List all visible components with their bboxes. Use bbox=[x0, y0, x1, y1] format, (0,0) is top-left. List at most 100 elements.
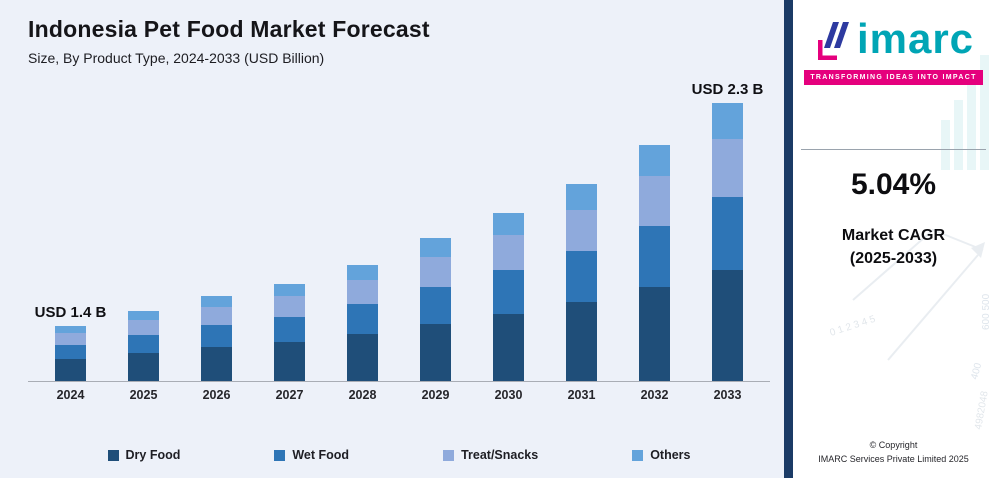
stacked-bar-2033 bbox=[712, 103, 743, 381]
bar-segment bbox=[55, 344, 86, 359]
svg-text:4982048: 4982048 bbox=[973, 390, 991, 431]
imarc-logo-icon bbox=[817, 22, 849, 60]
bar-segment bbox=[347, 334, 378, 381]
bar-segment bbox=[712, 139, 743, 198]
svg-text:400: 400 bbox=[969, 361, 984, 380]
bar-segment bbox=[420, 287, 451, 324]
sidebar: 600 500 400 0 1 2 3 4 5 4982048 imarc TR… bbox=[793, 0, 994, 478]
bar-segment bbox=[128, 311, 159, 321]
legend-label: Dry Food bbox=[125, 448, 181, 462]
bar-segment bbox=[639, 145, 670, 177]
bar-segment bbox=[566, 184, 597, 210]
bar-cell bbox=[618, 70, 691, 381]
bar-cell bbox=[107, 70, 180, 381]
imarc-logo: imarc bbox=[813, 16, 974, 62]
bar-segment bbox=[566, 210, 597, 251]
bar-segment bbox=[201, 347, 232, 381]
svg-text:0 1 2 3 4 5: 0 1 2 3 4 5 bbox=[829, 314, 878, 339]
stacked-bar-2027 bbox=[274, 284, 305, 381]
stacked-bar-2032 bbox=[639, 145, 670, 381]
chart-panel: Indonesia Pet Food Market Forecast Size,… bbox=[28, 16, 770, 462]
bar-segment bbox=[712, 269, 743, 381]
bar-cell bbox=[399, 70, 472, 381]
bar-segment bbox=[347, 303, 378, 335]
cagr-value: 5.04% bbox=[850, 168, 937, 201]
bar-cell bbox=[180, 70, 253, 381]
x-axis-labels: 2024 2025 2026 2027 2028 2029 2030 2031 2032 2033 bbox=[28, 388, 770, 402]
x-axis-label: 2026 bbox=[202, 388, 231, 402]
bar-segment bbox=[493, 234, 524, 271]
legend-swatch bbox=[274, 449, 286, 461]
bar-segment bbox=[201, 325, 232, 348]
bar-segment bbox=[201, 307, 232, 326]
bar-segment bbox=[566, 251, 597, 302]
annotation-end-value: USD 2.3 B bbox=[691, 81, 764, 98]
legend-swatch bbox=[107, 449, 119, 461]
bar-cell bbox=[326, 70, 399, 381]
x-axis-label: 2032 bbox=[640, 388, 669, 402]
divider-strip bbox=[784, 0, 793, 478]
bar-segment bbox=[128, 352, 159, 381]
bar-segment bbox=[274, 296, 305, 317]
stacked-bar-2030 bbox=[493, 213, 524, 381]
bar-cell: USD 1.4 B bbox=[34, 70, 107, 381]
svg-text:600 500: 600 500 bbox=[981, 293, 992, 330]
x-axis-label: 2031 bbox=[567, 388, 596, 402]
bar-segment bbox=[712, 197, 743, 270]
bar-segment bbox=[420, 323, 451, 381]
imarc-logo-text: imarc bbox=[856, 15, 975, 62]
copyright-line2: IMARC Services Private Limited 2025 bbox=[818, 453, 969, 464]
bar-segment bbox=[420, 238, 451, 257]
stacked-bar-2025 bbox=[128, 311, 159, 381]
bar-segment bbox=[201, 296, 232, 308]
bar-cell bbox=[253, 70, 326, 381]
legend-label: Treat/Snacks bbox=[461, 448, 539, 462]
bar-cell: USD 2.3 B bbox=[691, 70, 764, 381]
copyright-line1: © Copyright bbox=[869, 440, 918, 450]
bar-segment bbox=[347, 279, 378, 304]
x-axis-label: 2025 bbox=[129, 388, 158, 402]
x-axis-label: 2029 bbox=[421, 388, 450, 402]
legend-item: Others bbox=[632, 448, 691, 462]
bar-segment bbox=[639, 225, 670, 287]
legend-item: Dry Food bbox=[107, 448, 181, 462]
legend-label: Wet Food bbox=[292, 448, 350, 462]
bar-segment bbox=[493, 213, 524, 235]
bar-cell bbox=[545, 70, 618, 381]
x-axis-label: 2024 bbox=[56, 388, 85, 402]
cagr-label-line2: (2025-2033) bbox=[849, 250, 938, 268]
legend-swatch bbox=[443, 449, 455, 461]
cagr-block: 5.04% Market CAGR (2025-2033) bbox=[801, 149, 986, 270]
bar-segment bbox=[128, 320, 159, 335]
x-axis-label: 2030 bbox=[494, 388, 523, 402]
imarc-tagline: TRANSFORMING IDEAS INTO IMPACT bbox=[804, 70, 983, 85]
page-subtitle: Size, By Product Type, 2024-2033 (USD Bi… bbox=[28, 50, 325, 66]
cagr-label-line1: Market CAGR bbox=[841, 227, 946, 244]
legend-item: Wet Food bbox=[274, 448, 349, 462]
annotation-start-value: USD 1.4 B bbox=[34, 304, 107, 321]
bar-segment bbox=[639, 286, 670, 381]
bar-segment bbox=[420, 256, 451, 287]
stacked-bar-2031 bbox=[566, 184, 597, 381]
bar-segment bbox=[566, 302, 597, 381]
bar-segment bbox=[493, 313, 524, 381]
bar-cell bbox=[472, 70, 545, 381]
copyright: © Copyright IMARC Services Private Limit… bbox=[818, 439, 969, 466]
stacked-bar-2024 bbox=[55, 326, 86, 381]
bars-row: USD 1.4 B USD 2.3 B bbox=[28, 70, 770, 382]
bar-segment bbox=[55, 333, 86, 345]
page-title: Indonesia Pet Food Market Forecast bbox=[28, 16, 430, 42]
cagr-label: Market CAGR (2025-2033) bbox=[801, 224, 986, 270]
bar-segment bbox=[274, 316, 305, 343]
bar-segment bbox=[274, 342, 305, 381]
x-axis-label: 2028 bbox=[348, 388, 377, 402]
bar-segment bbox=[55, 326, 86, 334]
legend-swatch bbox=[632, 449, 644, 461]
stacked-bar-2029 bbox=[420, 238, 451, 381]
chart-legend: Dry Food Wet Food Treat/Snacks Others bbox=[28, 448, 770, 462]
legend-item: Treat/Snacks bbox=[443, 448, 538, 462]
x-axis-label: 2033 bbox=[713, 388, 742, 402]
bar-segment bbox=[639, 176, 670, 226]
bar-segment bbox=[493, 270, 524, 314]
